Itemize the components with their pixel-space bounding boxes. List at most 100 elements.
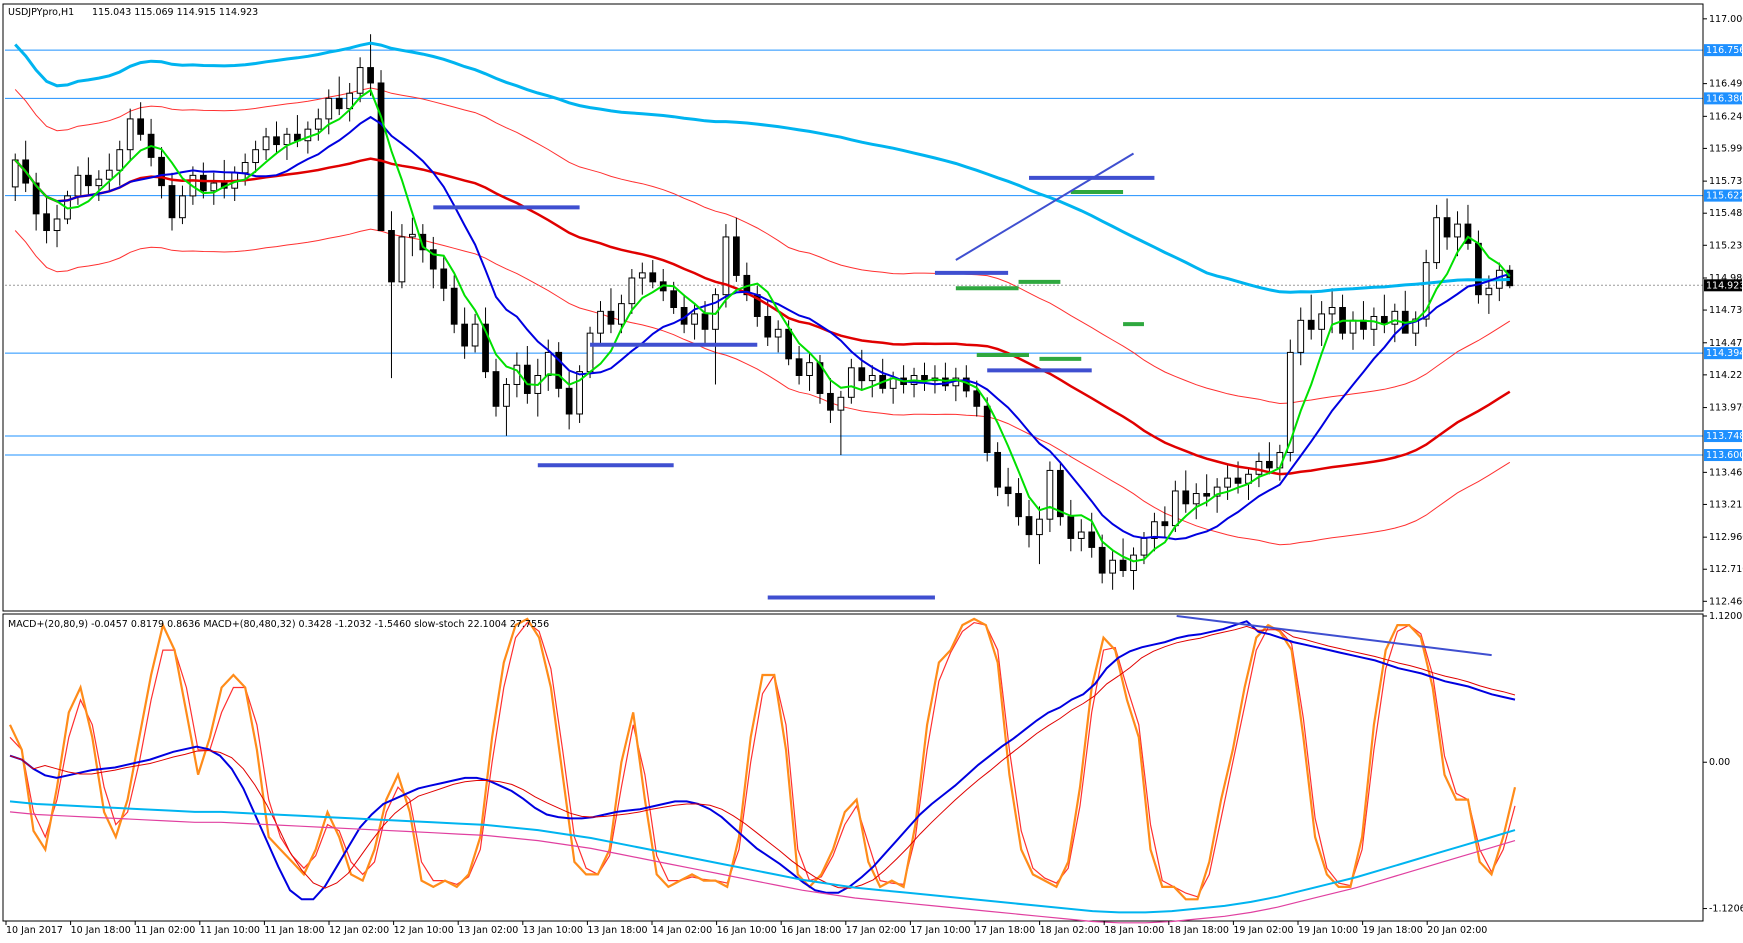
candle-body — [565, 387, 573, 415]
candle-body — [1266, 460, 1273, 469]
candle-body — [273, 136, 280, 146]
candle-body — [85, 174, 92, 187]
candle-body — [1161, 521, 1169, 527]
candle-body — [670, 290, 678, 309]
candle-body — [492, 371, 500, 407]
candle-body — [419, 233, 427, 251]
candle-body — [1224, 477, 1231, 488]
candle-body — [1119, 559, 1127, 572]
candle-body — [1506, 269, 1514, 287]
candle-body — [1046, 469, 1054, 520]
price-tick-label: 114.730 — [1709, 305, 1743, 316]
candle-body — [1036, 518, 1043, 536]
candle-body — [1297, 319, 1305, 353]
time-tick-label: 17 Jan 02:00 — [846, 925, 906, 936]
candle-body — [544, 351, 552, 376]
candle-body — [377, 82, 385, 232]
candle-body — [1109, 559, 1116, 574]
envelope-bands — [14, 87, 1511, 546]
time-tick-label: 16 Jan 10:00 — [717, 925, 777, 936]
candle-body — [53, 218, 61, 232]
time-tick-label: 18 Jan 18:00 — [1169, 925, 1229, 936]
candle-body — [1077, 531, 1085, 539]
candle-body — [158, 156, 165, 187]
horizontal-levels — [5, 49, 1703, 456]
candle-body — [105, 169, 113, 180]
time-tick-label: 13 Jan 10:00 — [523, 925, 583, 936]
candle-body — [429, 249, 437, 270]
time-tick-label: 19 Jan 10:00 — [1298, 925, 1358, 936]
price-tick-label: 114.475 — [1709, 338, 1743, 349]
candle-body — [1422, 262, 1430, 320]
time-tick-label: 16 Jan 18:00 — [781, 925, 841, 936]
candle-body — [32, 182, 40, 215]
candle-body — [1098, 546, 1106, 574]
price-tick-label: 113.465 — [1709, 467, 1743, 478]
candle-body — [1203, 493, 1211, 497]
time-tick-label: 19 Jan 02:00 — [1233, 925, 1293, 936]
candle-body — [450, 287, 458, 325]
candle-body — [1140, 537, 1148, 556]
level-label: 115.622 — [1706, 191, 1743, 202]
indicator-lines — [9, 615, 1517, 924]
candle-body — [1213, 486, 1221, 497]
candle-body — [795, 358, 803, 376]
candle-body — [1056, 469, 1064, 518]
level-label-bg — [1704, 189, 1742, 202]
time-tick-label: 20 Jan 02:00 — [1427, 925, 1487, 936]
candle-body — [1485, 287, 1493, 296]
time-tick-label: 19 Jan 18:00 — [1363, 925, 1423, 936]
time-tick-label: 13 Jan 02:00 — [458, 925, 518, 936]
candle-body — [179, 195, 186, 219]
candle-body — [503, 383, 510, 407]
candle-body — [367, 67, 374, 84]
candle-body — [1255, 460, 1263, 475]
time-tick-label: 11 Jan 10:00 — [200, 925, 260, 936]
stoch-d-line — [9, 621, 1516, 898]
time-axis: 10 Jan 2017 10 Jan 18:00 11 Jan 02:00 11 Ja… — [5, 921, 1487, 936]
price-tick-label: 115.485 — [1709, 208, 1743, 219]
candle-body — [1171, 490, 1179, 527]
candle-body — [628, 277, 636, 305]
time-tick-label: 12 Jan 10:00 — [394, 925, 454, 936]
ma-cyan-line — [14, 41, 1510, 294]
candle-body — [973, 390, 981, 407]
candle-body — [398, 236, 406, 283]
current-price-label-bg — [1704, 279, 1742, 292]
candle-body — [722, 236, 730, 296]
candle-body — [95, 178, 103, 187]
candle-body — [168, 185, 176, 219]
time-tick-label: 17 Jan 10:00 — [910, 925, 970, 936]
candle-body — [701, 313, 709, 330]
candle-body — [440, 268, 448, 289]
candle-body — [691, 313, 698, 325]
ma-blue-line — [14, 115, 1511, 541]
candle-body — [43, 213, 50, 232]
ma-red-line — [14, 157, 1511, 476]
candle-body — [314, 118, 322, 130]
candle-body — [388, 230, 395, 283]
price-tick-label: 112.460 — [1709, 596, 1743, 607]
candle-body — [11, 159, 19, 188]
time-tick-label: 11 Jan 02:00 — [135, 925, 195, 936]
candle-body — [409, 233, 416, 238]
candle-body — [649, 272, 657, 283]
indicator-axis: 1.1200 0.00 -1.1206 — [1702, 611, 1743, 919]
price-tick-label: 116.240 — [1709, 111, 1743, 122]
candle-body — [1318, 313, 1326, 330]
candle-body — [74, 174, 82, 197]
candle-body — [785, 328, 793, 360]
candle-body — [1286, 351, 1294, 453]
candle-body — [1192, 493, 1200, 505]
candle-body — [461, 323, 469, 347]
candle-body — [1454, 223, 1461, 238]
candle-body — [576, 371, 583, 415]
candle-body — [983, 405, 991, 453]
candle-body — [1015, 493, 1022, 518]
price-tick-label: 115.235 — [1709, 240, 1743, 251]
candle-body — [837, 396, 845, 411]
candle-body — [555, 351, 563, 389]
candle-body — [252, 149, 259, 164]
candle-body — [241, 162, 249, 174]
